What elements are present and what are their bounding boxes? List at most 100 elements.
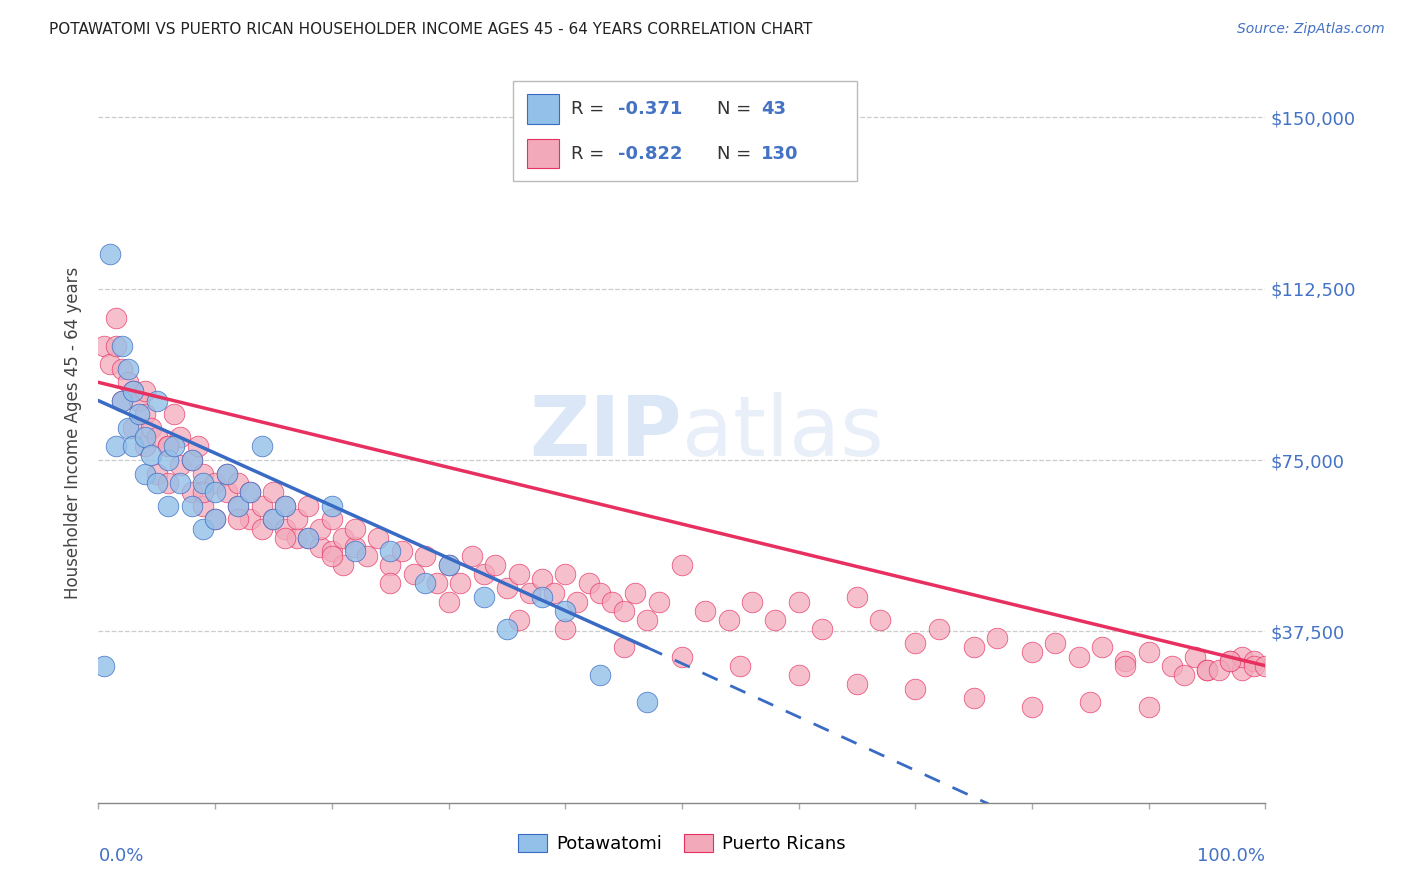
Point: [741, 595, 763, 609]
Point: [1161, 658, 1184, 673]
Point: [636, 613, 658, 627]
Point: [250, 439, 273, 453]
Point: [262, 485, 284, 500]
Point: [321, 544, 343, 558]
Point: [402, 567, 425, 582]
Point: [1219, 654, 1241, 668]
Point: [508, 567, 530, 582]
Point: [565, 595, 588, 609]
Point: [139, 449, 162, 463]
Point: [321, 512, 343, 526]
Point: [437, 595, 460, 609]
Point: [904, 681, 927, 696]
Point: [1067, 649, 1090, 664]
Point: [134, 439, 156, 453]
Point: [309, 540, 332, 554]
Point: [367, 531, 389, 545]
Point: [695, 604, 717, 618]
Point: [104, 439, 127, 453]
Point: [496, 581, 519, 595]
Point: [187, 439, 209, 453]
Point: [332, 531, 354, 545]
Point: [904, 636, 927, 650]
Point: [344, 544, 367, 558]
Legend: Potawatomi, Puerto Ricans: Potawatomi, Puerto Ricans: [512, 827, 852, 861]
Point: [169, 458, 191, 472]
Text: 130: 130: [761, 145, 799, 162]
Point: [344, 522, 367, 536]
Point: [98, 247, 121, 261]
Point: [717, 613, 740, 627]
Point: [589, 668, 612, 682]
Point: [1114, 654, 1136, 668]
Point: [1195, 663, 1218, 677]
Point: [297, 499, 319, 513]
Point: [204, 512, 226, 526]
Point: [437, 558, 460, 573]
Point: [146, 430, 169, 444]
Point: [554, 622, 576, 636]
Point: [986, 632, 1008, 646]
Point: [1173, 668, 1195, 682]
Point: [157, 453, 180, 467]
Point: [104, 339, 127, 353]
Text: 0.0%: 0.0%: [98, 847, 143, 865]
Point: [426, 576, 449, 591]
Point: [139, 421, 162, 435]
Point: [146, 475, 169, 490]
Point: [285, 512, 308, 526]
Point: [215, 485, 238, 500]
Point: [613, 640, 636, 655]
Point: [239, 485, 262, 500]
Point: [624, 585, 647, 599]
Point: [111, 361, 134, 376]
Point: [578, 576, 600, 591]
Point: [274, 522, 297, 536]
Point: [274, 499, 297, 513]
Bar: [527, 138, 560, 169]
Point: [157, 499, 180, 513]
Text: 43: 43: [761, 100, 786, 118]
Point: [134, 430, 156, 444]
Point: [530, 590, 553, 604]
Point: [589, 585, 612, 599]
Point: [122, 439, 145, 453]
Point: [730, 658, 752, 673]
Point: [146, 467, 169, 481]
Point: [413, 549, 436, 563]
Point: [1021, 645, 1043, 659]
Point: [228, 512, 250, 526]
Text: N =: N =: [717, 100, 756, 118]
Point: [613, 604, 636, 618]
Point: [554, 567, 576, 582]
Point: [93, 658, 115, 673]
Point: [543, 585, 565, 599]
FancyBboxPatch shape: [513, 81, 856, 181]
Text: R =: R =: [571, 100, 610, 118]
Point: [413, 576, 436, 591]
Point: [496, 622, 519, 636]
Point: [228, 499, 250, 513]
Point: [1230, 649, 1253, 664]
Point: [1045, 636, 1067, 650]
Text: -0.371: -0.371: [617, 100, 682, 118]
Point: [344, 540, 367, 554]
Point: [157, 439, 180, 453]
Y-axis label: Householder Income Ages 45 - 64 years: Householder Income Ages 45 - 64 years: [65, 267, 83, 599]
Point: [321, 499, 343, 513]
Point: [1243, 654, 1265, 668]
Point: [193, 485, 215, 500]
Point: [180, 453, 202, 467]
Point: [962, 690, 984, 705]
Point: [239, 485, 262, 500]
Point: [671, 649, 693, 664]
Point: [128, 408, 150, 422]
Point: [449, 576, 471, 591]
Point: [472, 590, 495, 604]
Point: [250, 522, 273, 536]
Point: [122, 384, 145, 399]
Point: [811, 622, 834, 636]
Point: [530, 572, 553, 586]
Point: [111, 339, 134, 353]
Point: [297, 531, 319, 545]
